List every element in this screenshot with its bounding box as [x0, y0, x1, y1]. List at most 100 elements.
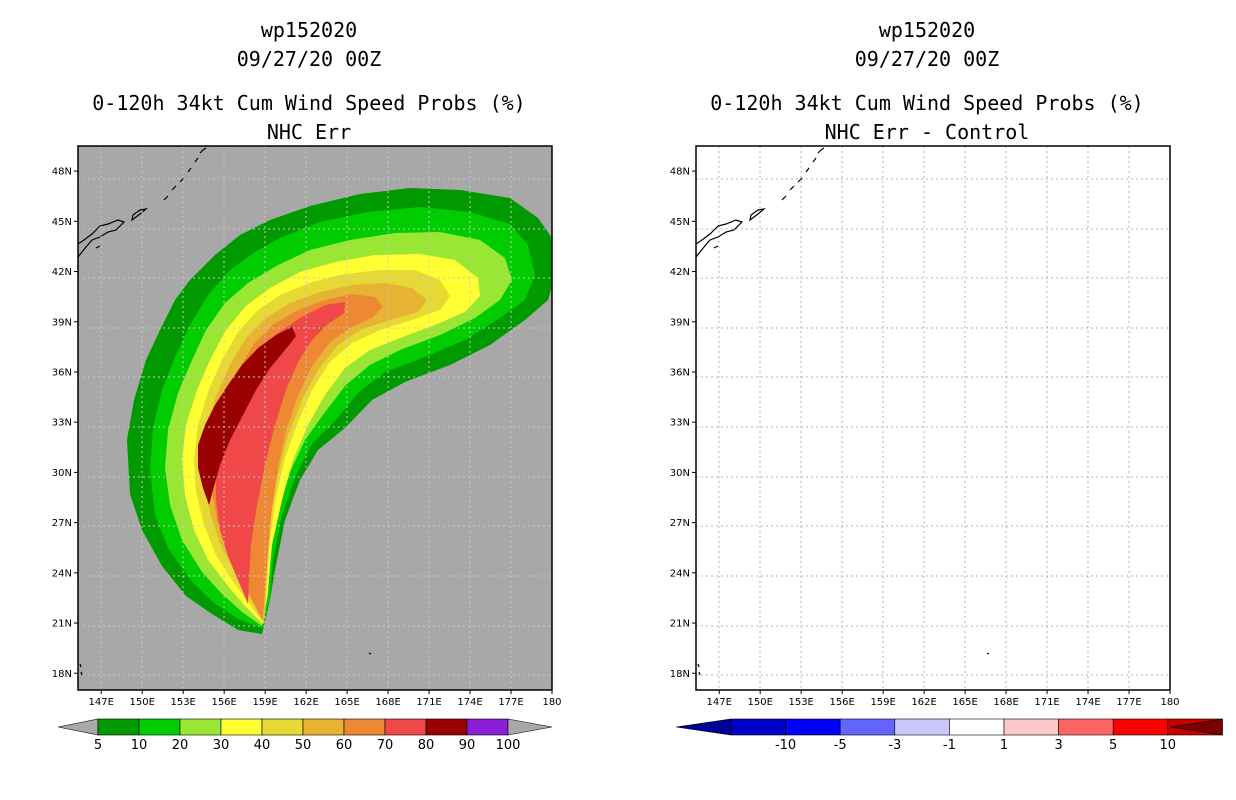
- y-tick-label: 18N: [52, 669, 72, 680]
- y-tick-label: 42N: [52, 267, 72, 278]
- colorbar-label: 10: [131, 738, 148, 753]
- x-tick-label: 156E: [829, 697, 854, 708]
- y-tick-label: 36N: [52, 367, 72, 378]
- x-tick-label: 168E: [993, 697, 1018, 708]
- x-tick-label: 159E: [252, 697, 277, 708]
- x-tick-label: 174E: [1075, 697, 1100, 708]
- y-tick-label: 33N: [670, 418, 690, 429]
- x-tick-label: 153E: [788, 697, 813, 708]
- colorbar-over-triangle: [507, 718, 553, 736]
- right-grid: [696, 146, 1170, 690]
- x-tick-label: 171E: [1034, 697, 1059, 708]
- colorbar-label: 10: [1160, 738, 1177, 753]
- colorbar-label: 30: [213, 738, 230, 753]
- colorbar-label: 5: [1109, 738, 1117, 753]
- colorbar-bin: [1058, 718, 1114, 736]
- right-panel: wp152020 09/27/20 00Z 0-120h 34kt Cum Wi…: [670, 18, 1223, 753]
- x-tick-label: 165E: [334, 697, 359, 708]
- colorbar-bin: [343, 718, 386, 736]
- y-tick-label: 48N: [670, 167, 690, 178]
- colorbar-bin: [220, 718, 263, 736]
- left-panel: wp152020 09/27/20 00Z 0-120h 34kt Cum Wi…: [52, 18, 562, 753]
- colorbar-bin: [949, 718, 1005, 736]
- x-tick-label: 177E: [498, 697, 523, 708]
- left-storm-id: wp152020: [261, 18, 357, 42]
- colorbar-bin: [261, 718, 304, 736]
- x-tick-label: 177E: [1116, 697, 1141, 708]
- right-y-ticks: 48N 45N 42N 39N 36N 33N 30N 27N 24N 21N 18N: [670, 167, 696, 680]
- x-tick-label: 156E: [211, 697, 236, 708]
- colorbar-bin: [425, 718, 468, 736]
- y-tick-label: 27N: [52, 518, 72, 529]
- left-probability-field: [127, 188, 552, 634]
- right-storm-id: wp152020: [879, 18, 975, 42]
- colorbar-bin: [97, 718, 140, 736]
- colorbar-label: 100: [496, 738, 521, 753]
- colorbar-bin: [302, 718, 345, 736]
- y-tick-label: 30N: [52, 468, 72, 479]
- y-tick-label: 39N: [670, 317, 690, 328]
- y-tick-label: 21N: [670, 619, 690, 630]
- colorbar-bin: [466, 718, 509, 736]
- y-tick-label: 24N: [52, 568, 72, 579]
- left-colorbar: 5 10 20 30 40 50 60 70 80 90 100: [57, 718, 553, 753]
- colorbar-label: 60: [336, 738, 353, 753]
- y-tick-label: 33N: [52, 418, 72, 429]
- colorbar-bin: [179, 718, 222, 736]
- x-tick-label: 162E: [911, 697, 936, 708]
- colorbar-label: 90: [459, 738, 476, 753]
- left-coastlines: [78, 147, 372, 676]
- colorbar-bin: [1112, 718, 1169, 736]
- left-x-ticks: 147E 150E 153E 156E 159E 162E 165E 168E 171E 174E…: [89, 690, 562, 708]
- colorbar-label: 70: [377, 738, 394, 753]
- colorbar-label: 20: [172, 738, 189, 753]
- colorbar-under-triangle: [57, 718, 99, 736]
- colorbar-bin: [730, 718, 786, 736]
- x-tick-label: 150E: [129, 697, 154, 708]
- y-tick-label: 48N: [52, 167, 72, 178]
- x-tick-label: 168E: [375, 697, 400, 708]
- y-tick-label: 24N: [670, 568, 690, 579]
- colorbar-bin: [1003, 718, 1059, 736]
- y-tick-label: 45N: [52, 217, 72, 228]
- colorbar-label: 40: [254, 738, 271, 753]
- x-tick-label: 153E: [170, 697, 195, 708]
- colorbar-under-triangle: [675, 718, 732, 736]
- colorbar-over-triangle: [1169, 718, 1223, 736]
- colorbar-bin: [138, 718, 181, 736]
- x-tick-label: 180: [542, 697, 561, 708]
- colorbar-label: -1: [943, 738, 956, 753]
- y-tick-label: 42N: [670, 267, 690, 278]
- colorbar-label: 1: [1000, 738, 1008, 753]
- y-tick-label: 21N: [52, 619, 72, 630]
- right-map-frame: [695, 145, 1171, 691]
- right-subtitle: NHC Err - Control: [825, 120, 1030, 144]
- prob-region-80: [198, 327, 296, 505]
- right-map-background: [696, 146, 1170, 690]
- x-tick-label: 150E: [747, 697, 772, 708]
- colorbar-label: -10: [775, 738, 796, 753]
- left-date: 09/27/20 00Z: [237, 47, 382, 71]
- left-grid: [78, 146, 552, 690]
- x-tick-label: 174E: [457, 697, 482, 708]
- colorbar-label: 50: [295, 738, 312, 753]
- colorbar-label: -3: [888, 738, 901, 753]
- x-tick-label: 147E: [707, 697, 732, 708]
- y-tick-label: 18N: [670, 669, 690, 680]
- x-tick-label: 147E: [89, 697, 114, 708]
- right-coastlines: [696, 147, 990, 676]
- y-tick-label: 45N: [670, 217, 690, 228]
- x-tick-label: 162E: [293, 697, 318, 708]
- x-tick-label: 180: [1160, 697, 1179, 708]
- colorbar-label: 3: [1054, 738, 1062, 753]
- y-tick-label: 30N: [670, 468, 690, 479]
- y-tick-label: 27N: [670, 518, 690, 529]
- left-map-frame: [77, 145, 553, 691]
- x-tick-label: 159E: [870, 697, 895, 708]
- right-x-ticks: 147E 150E 153E 156E 159E 162E 165E 168E 171E 174E…: [707, 690, 1180, 708]
- colorbar-bin: [785, 718, 841, 736]
- left-title: 0-120h 34kt Cum Wind Speed Probs (%): [92, 91, 525, 115]
- y-tick-label: 39N: [52, 317, 72, 328]
- right-title: 0-120h 34kt Cum Wind Speed Probs (%): [710, 91, 1143, 115]
